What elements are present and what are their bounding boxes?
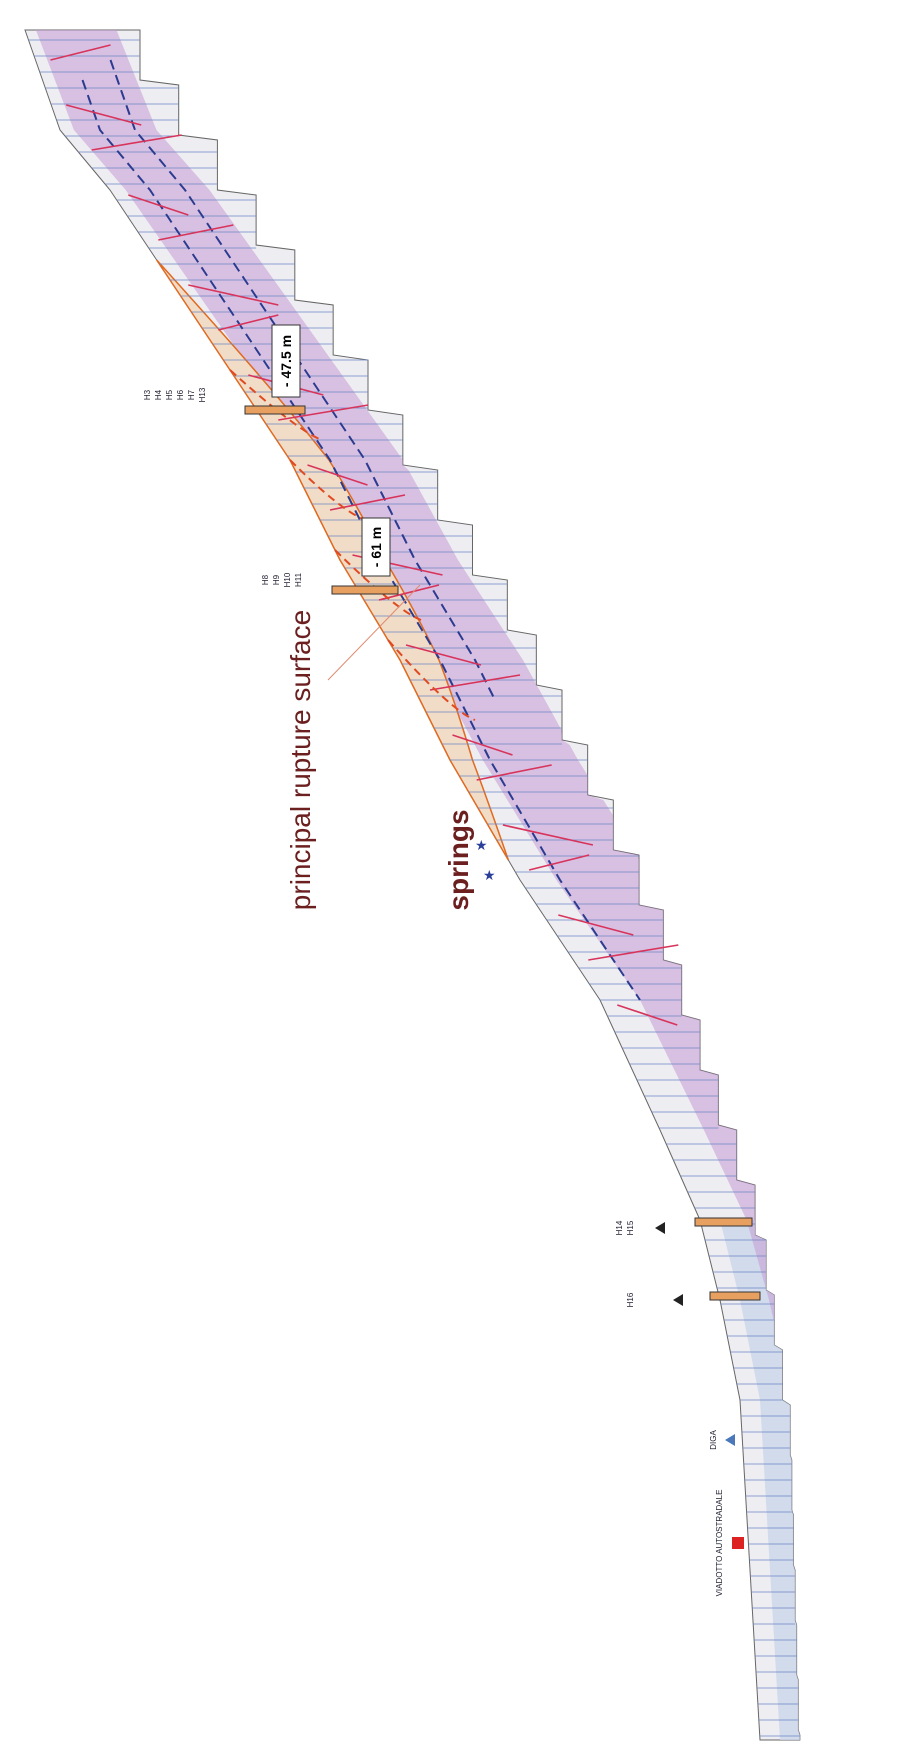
- borehole-label: H16: [626, 1292, 635, 1307]
- section-fill: [25, 30, 800, 1740]
- springs-label: springs: [443, 809, 474, 910]
- depth-label: - 47.5 m: [278, 335, 294, 387]
- borehole-label: H3: [143, 389, 152, 400]
- borehole-label: H6: [176, 389, 185, 400]
- rupture-label: principal rupture surface: [285, 610, 316, 910]
- depth-label: - 61 m: [368, 527, 384, 567]
- borehole-label: H15: [626, 1220, 635, 1235]
- section-body: [25, 30, 800, 1740]
- depth-box: - 47.5 m: [272, 325, 300, 397]
- borehole-label: H13: [198, 387, 207, 402]
- marker-triangle: [655, 1222, 665, 1234]
- borehole-label: H14: [615, 1220, 624, 1235]
- cross-section: principal rupture surface springs ★ ★ - …: [0, 0, 902, 1760]
- spring-star: ★: [483, 867, 496, 883]
- borehole-label: H9: [272, 574, 281, 585]
- borehole: [695, 1218, 752, 1226]
- marker-square: [732, 1537, 744, 1549]
- borehole-label: H10: [283, 572, 292, 587]
- depth-box: - 61 m: [362, 518, 390, 576]
- structure-label: DIGA: [709, 1430, 718, 1450]
- borehole: [710, 1292, 760, 1300]
- borehole-label: H11: [294, 572, 303, 587]
- borehole-label: H4: [154, 389, 163, 400]
- marker-triangle: [725, 1434, 735, 1446]
- spring-star: ★: [475, 837, 488, 853]
- structure-label: VIADOTTO AUTOSTRADALE: [715, 1490, 724, 1597]
- borehole: [245, 406, 305, 414]
- borehole-label: H8: [261, 574, 270, 585]
- borehole: [332, 586, 398, 594]
- borehole-label: H7: [187, 389, 196, 400]
- marker-triangle: [673, 1294, 683, 1306]
- borehole-label: H5: [165, 389, 174, 400]
